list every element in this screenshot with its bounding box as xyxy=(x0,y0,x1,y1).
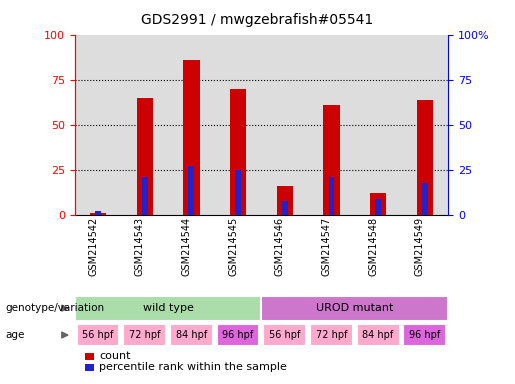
Bar xyxy=(95,212,101,215)
Text: wild type: wild type xyxy=(143,303,194,313)
Bar xyxy=(282,200,287,215)
Text: GDS2991 / mwgzebrafish#05541: GDS2991 / mwgzebrafish#05541 xyxy=(142,13,373,27)
Text: percentile rank within the sample: percentile rank within the sample xyxy=(99,362,287,372)
Bar xyxy=(183,60,199,215)
Text: GSM214544: GSM214544 xyxy=(181,217,192,276)
Bar xyxy=(375,199,381,215)
Bar xyxy=(136,98,153,215)
Text: genotype/variation: genotype/variation xyxy=(5,303,104,313)
Bar xyxy=(356,324,400,346)
Bar xyxy=(235,170,241,215)
Bar xyxy=(263,324,306,346)
Text: age: age xyxy=(5,330,25,340)
Text: 72 hpf: 72 hpf xyxy=(316,330,347,340)
Text: GSM214545: GSM214545 xyxy=(228,217,238,276)
Bar xyxy=(168,35,215,215)
Bar xyxy=(77,324,119,346)
Text: GSM214547: GSM214547 xyxy=(321,217,331,276)
Text: GSM214543: GSM214543 xyxy=(135,217,145,276)
Bar xyxy=(170,324,213,346)
Bar xyxy=(310,324,353,346)
Text: 84 hpf: 84 hpf xyxy=(176,330,207,340)
Bar xyxy=(261,35,308,215)
Bar xyxy=(230,89,246,215)
Bar xyxy=(75,35,122,215)
Text: 96 hpf: 96 hpf xyxy=(222,330,254,340)
Bar xyxy=(370,194,386,215)
Bar xyxy=(417,99,433,215)
Bar xyxy=(355,35,401,215)
Text: GSM214549: GSM214549 xyxy=(415,217,425,276)
Text: GSM214542: GSM214542 xyxy=(88,217,98,276)
Bar xyxy=(75,296,261,321)
Text: 56 hpf: 56 hpf xyxy=(82,330,114,340)
Bar xyxy=(261,296,448,321)
Bar xyxy=(277,186,293,215)
Bar xyxy=(215,35,261,215)
Bar xyxy=(329,177,334,215)
Bar xyxy=(403,324,446,346)
Bar xyxy=(122,35,168,215)
Text: 56 hpf: 56 hpf xyxy=(269,330,300,340)
Bar xyxy=(90,213,106,215)
Text: GSM214548: GSM214548 xyxy=(368,217,378,276)
Bar xyxy=(401,35,448,215)
Text: 72 hpf: 72 hpf xyxy=(129,330,161,340)
Text: GSM214546: GSM214546 xyxy=(274,217,285,276)
Text: UROD mutant: UROD mutant xyxy=(316,303,393,313)
Bar xyxy=(216,324,260,346)
Text: 84 hpf: 84 hpf xyxy=(363,330,393,340)
Text: count: count xyxy=(99,351,131,361)
Bar xyxy=(323,105,339,215)
Text: 96 hpf: 96 hpf xyxy=(409,330,440,340)
Bar xyxy=(123,324,166,346)
Bar xyxy=(188,166,194,215)
Bar xyxy=(308,35,355,215)
Bar xyxy=(142,177,147,215)
Bar xyxy=(422,182,427,215)
